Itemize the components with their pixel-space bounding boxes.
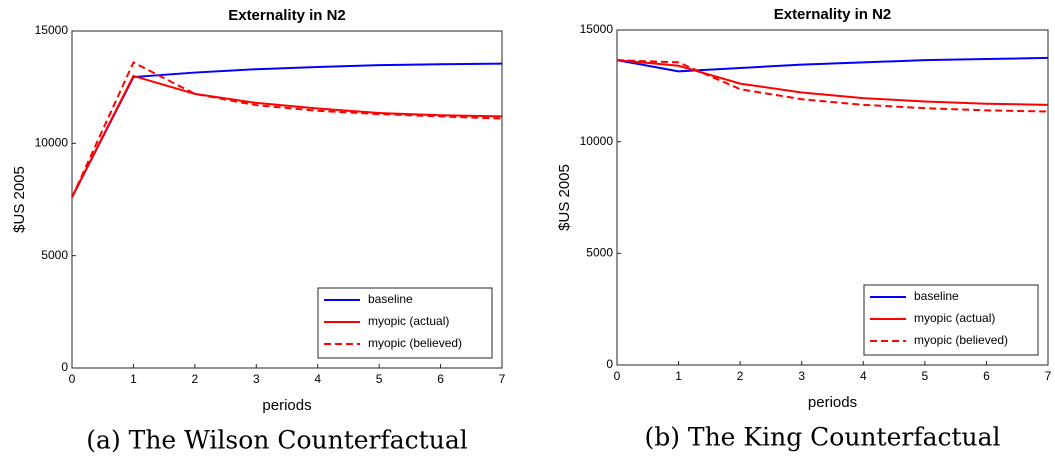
- x-tick-label: 1: [675, 369, 682, 383]
- chart: Externality in N2 periods $US 2005 (a) The …: [11, 7, 506, 455]
- x-tick-label: 5: [922, 369, 929, 383]
- legend-label: myopic (actual): [368, 314, 449, 328]
- chart: Externality in N2 periods $US 2005 (b) The …: [556, 6, 1052, 452]
- legend-label: myopic (believed): [368, 336, 462, 350]
- chart-title: Externality in N2: [774, 6, 892, 23]
- x-tick-label: 4: [860, 369, 867, 383]
- x-tick-label: 2: [737, 369, 744, 383]
- x-tick-label: 6: [437, 372, 444, 386]
- legend-label: baseline: [914, 289, 959, 303]
- chart-title: Externality in N2: [228, 7, 346, 24]
- y-tick-label: 15000: [580, 22, 614, 36]
- x-tick-label: 6: [983, 369, 990, 383]
- caption: (a) The Wilson Counterfactual: [86, 426, 467, 455]
- series-line: [616, 56, 1049, 73]
- y-tick-label: 15000: [35, 23, 69, 37]
- series-line: [616, 59, 1049, 113]
- x-tick-label: 2: [192, 372, 199, 386]
- y-axis-label: $US 2005: [11, 166, 28, 233]
- legend-label: baseline: [368, 292, 413, 306]
- y-tick-label: 0: [61, 360, 68, 374]
- series-line: [71, 62, 503, 198]
- y-tick-label: 5000: [41, 248, 68, 262]
- legend-label: myopic (believed): [914, 333, 1008, 347]
- x-tick-label: 3: [253, 372, 260, 386]
- y-tick-label: 0: [606, 357, 613, 371]
- x-tick-label: 0: [69, 372, 76, 386]
- x-tick-label: 7: [1045, 369, 1052, 383]
- series-line: [71, 74, 503, 198]
- y-axis-label: $US 2005: [556, 164, 573, 231]
- series-line: [71, 61, 503, 198]
- x-tick-label: 4: [314, 372, 321, 386]
- x-tick-label: 5: [376, 372, 383, 386]
- legend-label: myopic (actual): [914, 311, 995, 325]
- x-axis-label: periods: [262, 397, 311, 414]
- x-tick-label: 0: [614, 369, 621, 383]
- y-tick-label: 5000: [586, 246, 613, 260]
- x-axis-label: periods: [808, 394, 857, 411]
- x-tick-label: 3: [798, 369, 805, 383]
- y-tick-label: 10000: [580, 134, 614, 148]
- x-tick-label: 1: [130, 372, 137, 386]
- y-tick-label: 10000: [35, 136, 69, 150]
- caption: (b) The King Counterfactual: [644, 423, 1000, 452]
- series-line: [616, 59, 1049, 106]
- x-tick-label: 7: [499, 372, 506, 386]
